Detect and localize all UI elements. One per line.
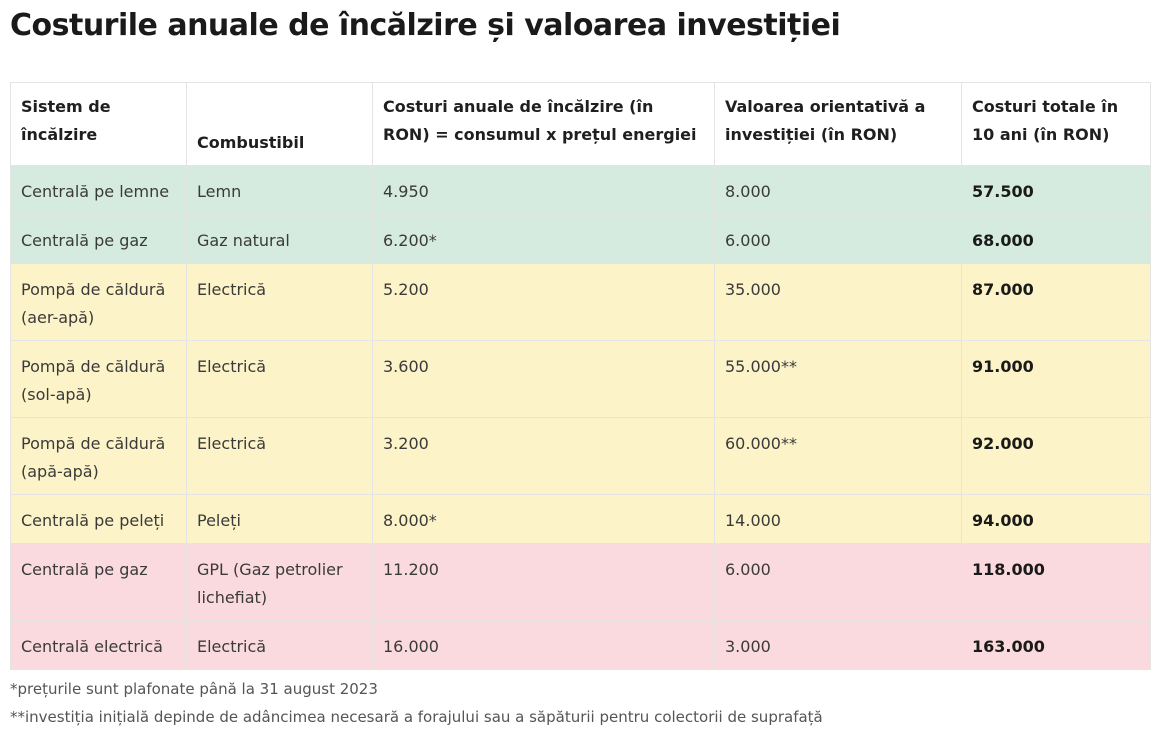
cell-total: 163.000 bbox=[961, 620, 1151, 670]
cell-system: Centrală pe gaz bbox=[10, 214, 187, 264]
cell-system: Pompă de căldură (sol-apă) bbox=[10, 340, 187, 418]
cell-total: 68.000 bbox=[961, 214, 1151, 264]
cell-total: 57.500 bbox=[961, 165, 1151, 215]
column-header-fuel: Combustibil bbox=[186, 82, 373, 166]
cell-total: 94.000 bbox=[961, 494, 1151, 544]
cell-system: Centrală pe peleți bbox=[10, 494, 187, 544]
cell-annual-cost: 16.000 bbox=[372, 620, 715, 670]
cell-investment: 8.000 bbox=[714, 165, 962, 215]
cell-total: 91.000 bbox=[961, 340, 1151, 418]
cell-fuel: GPL (Gaz petrolier lichefiat) bbox=[186, 543, 373, 621]
cell-annual-cost: 8.000* bbox=[372, 494, 715, 544]
cell-fuel: Lemn bbox=[186, 165, 373, 215]
table-row: Centrală electrică Electrică 16.000 3.00… bbox=[10, 620, 1151, 670]
cell-annual-cost: 6.200* bbox=[372, 214, 715, 264]
cell-total: 92.000 bbox=[961, 417, 1151, 495]
column-header-total-10-years: Costuri totale în 10 ani (în RON) bbox=[961, 82, 1151, 166]
cell-total: 87.000 bbox=[961, 263, 1151, 341]
cell-annual-cost: 3.600 bbox=[372, 340, 715, 418]
cell-annual-cost: 3.200 bbox=[372, 417, 715, 495]
cell-investment: 60.000** bbox=[714, 417, 962, 495]
cell-fuel: Peleți bbox=[186, 494, 373, 544]
cell-fuel: Electrică bbox=[186, 620, 373, 670]
cell-system: Centrală pe gaz bbox=[10, 543, 187, 621]
footnote-investment: **investiția inițială depinde de adâncim… bbox=[10, 708, 823, 726]
cell-fuel: Electrică bbox=[186, 417, 373, 495]
footnote-price-cap: *prețurile sunt plafonate până la 31 aug… bbox=[10, 680, 378, 698]
table-row: Centrală pe peleți Peleți 8.000* 14.000 … bbox=[10, 494, 1151, 544]
cell-fuel: Electrică bbox=[186, 263, 373, 341]
table-row: Pompă de căldură (apă-apă) Electrică 3.2… bbox=[10, 417, 1151, 495]
column-header-investment: Valoarea orientativă a investiției (în R… bbox=[714, 82, 962, 166]
cell-annual-cost: 4.950 bbox=[372, 165, 715, 215]
column-header-annual-cost: Costuri anuale de încălzire (în RON) = c… bbox=[372, 82, 715, 166]
table-header-row: Sistem de încălzire Combustibil Costuri … bbox=[10, 82, 1151, 166]
table-row: Centrală pe gaz Gaz natural 6.200* 6.000… bbox=[10, 214, 1151, 264]
cell-investment: 14.000 bbox=[714, 494, 962, 544]
cell-system: Pompă de căldură (aer-apă) bbox=[10, 263, 187, 341]
cell-system: Pompă de căldură (apă-apă) bbox=[10, 417, 187, 495]
cell-investment: 6.000 bbox=[714, 543, 962, 621]
table-row: Centrală pe gaz GPL (Gaz petrolier liche… bbox=[10, 543, 1151, 621]
cell-investment: 35.000 bbox=[714, 263, 962, 341]
cell-total: 118.000 bbox=[961, 543, 1151, 621]
cell-investment: 6.000 bbox=[714, 214, 962, 264]
column-header-system: Sistem de încălzire bbox=[10, 82, 187, 166]
table-row: Pompă de căldură (aer-apă) Electrică 5.2… bbox=[10, 263, 1151, 341]
cell-investment: 55.000** bbox=[714, 340, 962, 418]
cell-system: Centrală pe lemne bbox=[10, 165, 187, 215]
cell-fuel: Gaz natural bbox=[186, 214, 373, 264]
page-title: Costurile anuale de încălzire și valoare… bbox=[10, 8, 841, 43]
cell-investment: 3.000 bbox=[714, 620, 962, 670]
cell-annual-cost: 5.200 bbox=[372, 263, 715, 341]
cell-annual-cost: 11.200 bbox=[372, 543, 715, 621]
table-row: Pompă de căldură (sol-apă) Electrică 3.6… bbox=[10, 340, 1151, 418]
heating-costs-table: Sistem de încălzire Combustibil Costuri … bbox=[10, 82, 1151, 670]
table-row: Centrală pe lemne Lemn 4.950 8.000 57.50… bbox=[10, 165, 1151, 215]
cell-system: Centrală electrică bbox=[10, 620, 187, 670]
cell-fuel: Electrică bbox=[186, 340, 373, 418]
